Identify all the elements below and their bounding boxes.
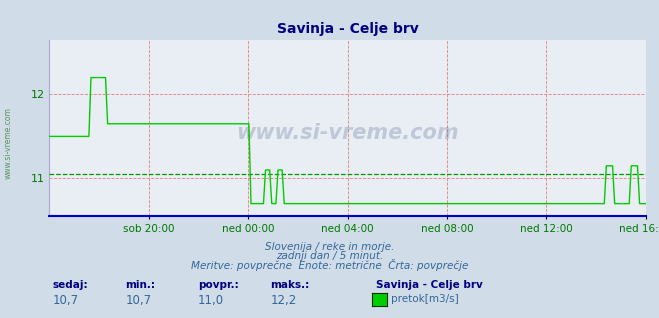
Text: 12,2: 12,2 (270, 294, 297, 307)
Text: www.si-vreme.com: www.si-vreme.com (3, 107, 13, 179)
Text: 11,0: 11,0 (198, 294, 224, 307)
Text: 10,7: 10,7 (53, 294, 79, 307)
Text: min.:: min.: (125, 280, 156, 290)
Text: sedaj:: sedaj: (53, 280, 88, 290)
Text: 10,7: 10,7 (125, 294, 152, 307)
Text: www.si-vreme.com: www.si-vreme.com (237, 123, 459, 143)
Text: Slovenija / reke in morje.: Slovenija / reke in morje. (265, 242, 394, 252)
Text: pretok[m3/s]: pretok[m3/s] (391, 294, 459, 304)
Title: Savinja - Celje brv: Savinja - Celje brv (277, 22, 418, 36)
Text: povpr.:: povpr.: (198, 280, 239, 290)
Text: maks.:: maks.: (270, 280, 310, 290)
Text: Savinja - Celje brv: Savinja - Celje brv (376, 280, 482, 290)
Text: zadnji dan / 5 minut.: zadnji dan / 5 minut. (276, 251, 383, 261)
Text: Meritve: povprečne  Enote: metrične  Črta: povprečje: Meritve: povprečne Enote: metrične Črta:… (191, 259, 468, 271)
